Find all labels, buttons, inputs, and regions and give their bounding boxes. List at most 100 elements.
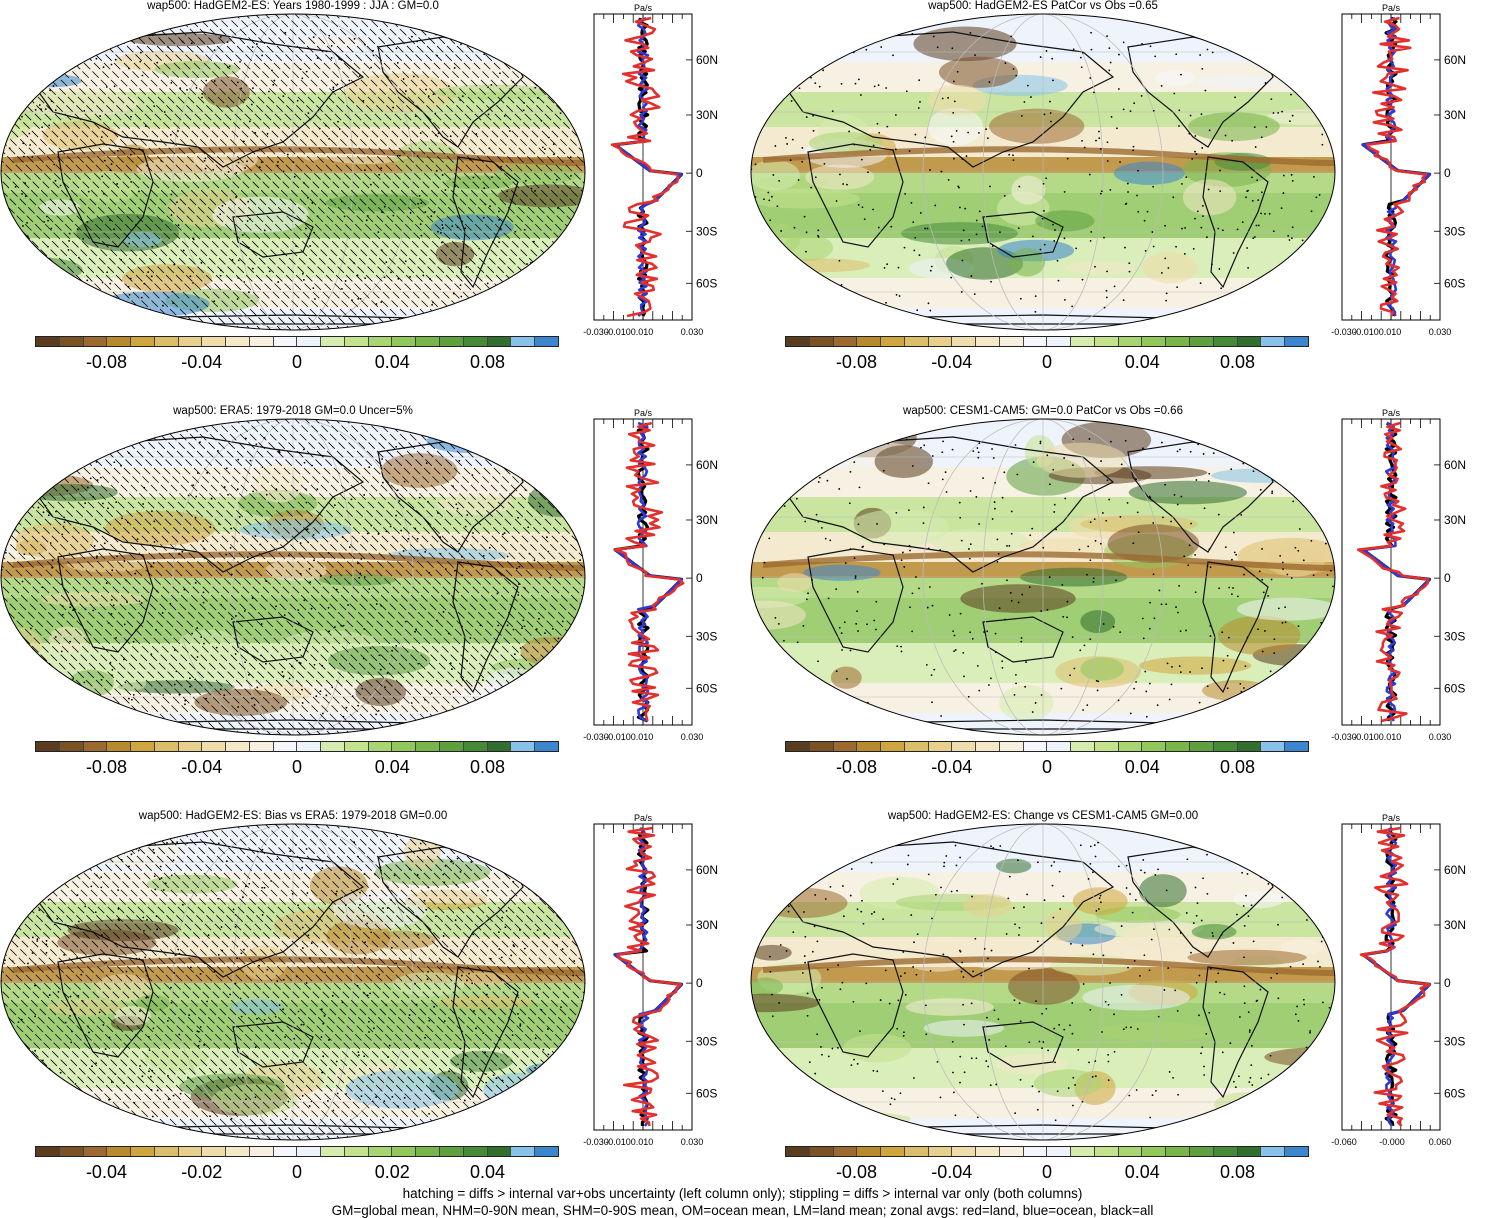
colorbar-swatch xyxy=(999,337,1024,346)
colorbar-label: 0 xyxy=(291,352,303,372)
colorbar-swatch xyxy=(1047,1147,1072,1156)
profile-lat-label: 60S xyxy=(1444,276,1465,290)
colorbar-swatch xyxy=(202,1147,227,1156)
colorbar-swatch xyxy=(1142,1147,1167,1156)
profile-value-label: -0.010 xyxy=(605,1137,631,1147)
colorbar-swatch xyxy=(1023,742,1048,751)
colorbar-swatch xyxy=(928,337,953,346)
colorbar-swatch xyxy=(249,1147,274,1156)
colorbar-swatch xyxy=(131,742,155,751)
colorbar-swatch xyxy=(226,1147,250,1156)
profile-lat-label: 60N xyxy=(696,458,718,472)
profile-value-label: 0.030 xyxy=(681,327,704,337)
colorbar-label: 0.08 xyxy=(470,757,506,777)
colorbar-swatch xyxy=(976,337,1000,346)
colorbar-swatch xyxy=(368,742,393,751)
colorbar-swatch xyxy=(857,337,882,346)
colorbar-swatch xyxy=(1071,337,1095,346)
profile-value-label: 0.010 xyxy=(631,732,654,742)
map-title: wap500: HadGEM2-ES: Years 1980-1999 : JJ… xyxy=(147,0,439,12)
colorbar-swatch xyxy=(1190,337,1214,346)
profile-unit: Pa/s xyxy=(634,813,653,823)
colorbar-label: -0.04 xyxy=(931,352,973,372)
colorbar-swatch xyxy=(297,742,322,751)
colorbar-swatch xyxy=(1237,742,1262,751)
zonal-mean-profile: Pa/s 60N 30N 0 30S 60S -0.060 -0.000 0.060 xyxy=(1331,813,1466,1147)
colorbar-swatch xyxy=(36,337,60,346)
colorbar-label: -0.08 xyxy=(835,1162,877,1182)
profile-value-label: -0.010 xyxy=(605,732,631,742)
colorbar-label: 0 xyxy=(1041,757,1053,777)
colorbar-label: -0.04 xyxy=(181,757,223,777)
profile-lat-label: 0 xyxy=(1444,976,1451,990)
profile-line-land xyxy=(616,826,682,1127)
profile-value-label: 0.030 xyxy=(1429,732,1452,742)
profile-value-label: -0.030 xyxy=(583,732,609,742)
colorbar-swatch xyxy=(535,337,558,346)
profile-value-label: -0.010 xyxy=(1353,327,1379,337)
profile-value-label: 0.010 xyxy=(1379,732,1402,742)
profile-value-label: -0.030 xyxy=(1331,327,1357,337)
colorbar-label: -0.02 xyxy=(181,1162,223,1182)
profile-line-all xyxy=(1361,16,1432,317)
global-map xyxy=(750,13,1336,331)
colorbar-swatch xyxy=(131,1147,155,1156)
profile-lat-label: 30N xyxy=(1444,918,1466,932)
profile-unit: Pa/s xyxy=(1382,3,1401,13)
colorbar-swatch xyxy=(154,337,179,346)
colorbar-swatch xyxy=(321,337,345,346)
colorbar-swatch xyxy=(107,337,132,346)
colorbar-swatch xyxy=(1118,337,1143,346)
colorbar-swatch xyxy=(809,1147,834,1156)
colorbar-swatch xyxy=(786,337,810,346)
colorbar-swatch xyxy=(416,1147,441,1156)
colorbar-swatch xyxy=(321,742,345,751)
colorbar-swatch xyxy=(344,337,369,346)
colorbar-label: 0.08 xyxy=(470,352,506,372)
colorbar-swatch xyxy=(1285,337,1308,346)
colorbar-label: 0 xyxy=(1041,1162,1053,1182)
colorbar-swatch xyxy=(786,1147,810,1156)
colorbar-label: 0.04 xyxy=(470,1162,506,1182)
colorbar-label: -0.08 xyxy=(835,757,877,777)
colorbar-swatch xyxy=(1094,337,1119,346)
colorbar-swatch xyxy=(1261,1147,1286,1156)
colorbar xyxy=(35,741,559,752)
global-map xyxy=(0,418,586,736)
colorbar-swatch xyxy=(809,337,834,346)
colorbar-swatch xyxy=(202,337,227,346)
profile-lat-label: 0 xyxy=(1444,571,1451,585)
profile-unit: Pa/s xyxy=(1382,813,1401,823)
colorbar-swatch xyxy=(487,1147,512,1156)
colorbar xyxy=(35,1146,559,1157)
colorbar-swatch xyxy=(1213,1147,1238,1156)
colorbar-swatch xyxy=(904,1147,929,1156)
global-map xyxy=(750,823,1336,1141)
colorbar-swatch xyxy=(1261,337,1286,346)
zonal-mean-profile: Pa/s 60N 30N 0 30S 60S -0.030-0.010 0.010 0.030 xyxy=(583,408,718,742)
colorbar-swatch xyxy=(416,337,441,346)
profile-lat-label: 60S xyxy=(696,276,717,290)
profile-lat-label: 60S xyxy=(696,681,717,695)
colorbar-swatch xyxy=(297,337,322,346)
colorbar-swatch xyxy=(226,337,250,346)
colorbar-swatch xyxy=(344,1147,369,1156)
profile-value-label: -0.030 xyxy=(583,327,609,337)
colorbar-swatch xyxy=(511,1147,536,1156)
colorbar-swatch xyxy=(999,742,1024,751)
colorbar-swatch xyxy=(857,1147,882,1156)
profile-lat-label: 60S xyxy=(696,1086,717,1100)
colorbar-swatch xyxy=(83,337,108,346)
colorbar-swatch xyxy=(1166,742,1191,751)
colorbar-swatch xyxy=(999,1147,1024,1156)
colorbar-swatch xyxy=(392,742,417,751)
colorbar-swatch xyxy=(59,337,84,346)
profile-lat-label: 60N xyxy=(696,53,718,67)
global-map xyxy=(0,13,586,331)
colorbar-swatch xyxy=(976,742,1000,751)
colorbar-swatch xyxy=(1118,742,1143,751)
colorbar-swatch xyxy=(83,742,108,751)
profile-lat-label: 30S xyxy=(696,629,717,643)
map-title: wap500: CESM1-CAM5: GM=0.0 PatCor vs Obs… xyxy=(903,405,1183,417)
colorbar-swatch xyxy=(1166,1147,1191,1156)
